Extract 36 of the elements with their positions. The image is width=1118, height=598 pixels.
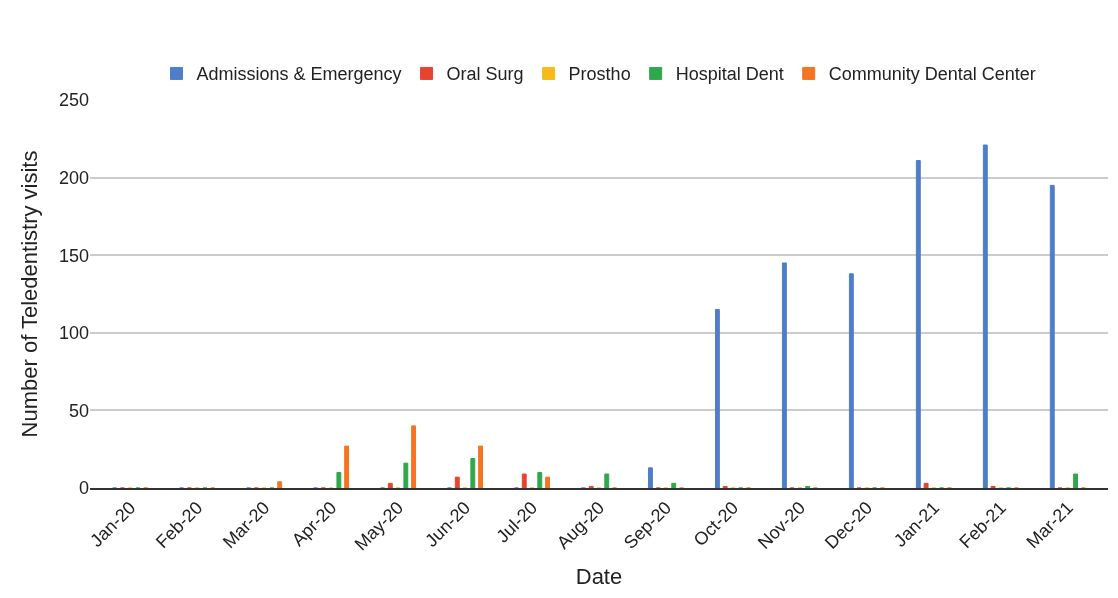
- bar: [411, 425, 417, 488]
- bar: [387, 482, 393, 488]
- bar: [714, 309, 720, 488]
- y-tick-label: 150: [58, 245, 89, 266]
- bar: [403, 462, 409, 488]
- bar: [344, 445, 350, 488]
- bar: [848, 273, 854, 488]
- bar: [454, 476, 460, 488]
- legend-label: Admissions & Emergency: [196, 64, 402, 85]
- bar: [277, 481, 283, 488]
- y-tick-label: 100: [58, 323, 89, 344]
- bar: [781, 262, 787, 488]
- bar: [915, 160, 921, 488]
- bar: [923, 482, 929, 488]
- y-tick-label: 200: [58, 167, 89, 188]
- legend-label: Prostho: [568, 64, 631, 85]
- bar: [647, 467, 653, 488]
- bar: [671, 482, 677, 488]
- x-axis-title: Date: [575, 563, 623, 589]
- bar: [336, 471, 342, 488]
- bar: [545, 476, 551, 488]
- legend-label: Hospital Dent: [675, 64, 784, 85]
- y-tick-label: 250: [58, 90, 89, 111]
- legend-label: Community Dental Center: [828, 64, 1036, 85]
- bar: [1073, 473, 1079, 488]
- legend-label: Oral Surg: [446, 64, 524, 85]
- y-tick-label: 50: [68, 400, 89, 421]
- bar: [537, 471, 543, 488]
- bar: [604, 473, 610, 488]
- bar: [478, 445, 484, 488]
- bar: [1049, 184, 1055, 488]
- y-axis-title: Number of Teledentistry visits: [16, 150, 42, 438]
- y-tick-label: 0: [78, 478, 89, 499]
- bar: [982, 144, 988, 488]
- bar: [470, 458, 476, 488]
- bar: [521, 473, 527, 488]
